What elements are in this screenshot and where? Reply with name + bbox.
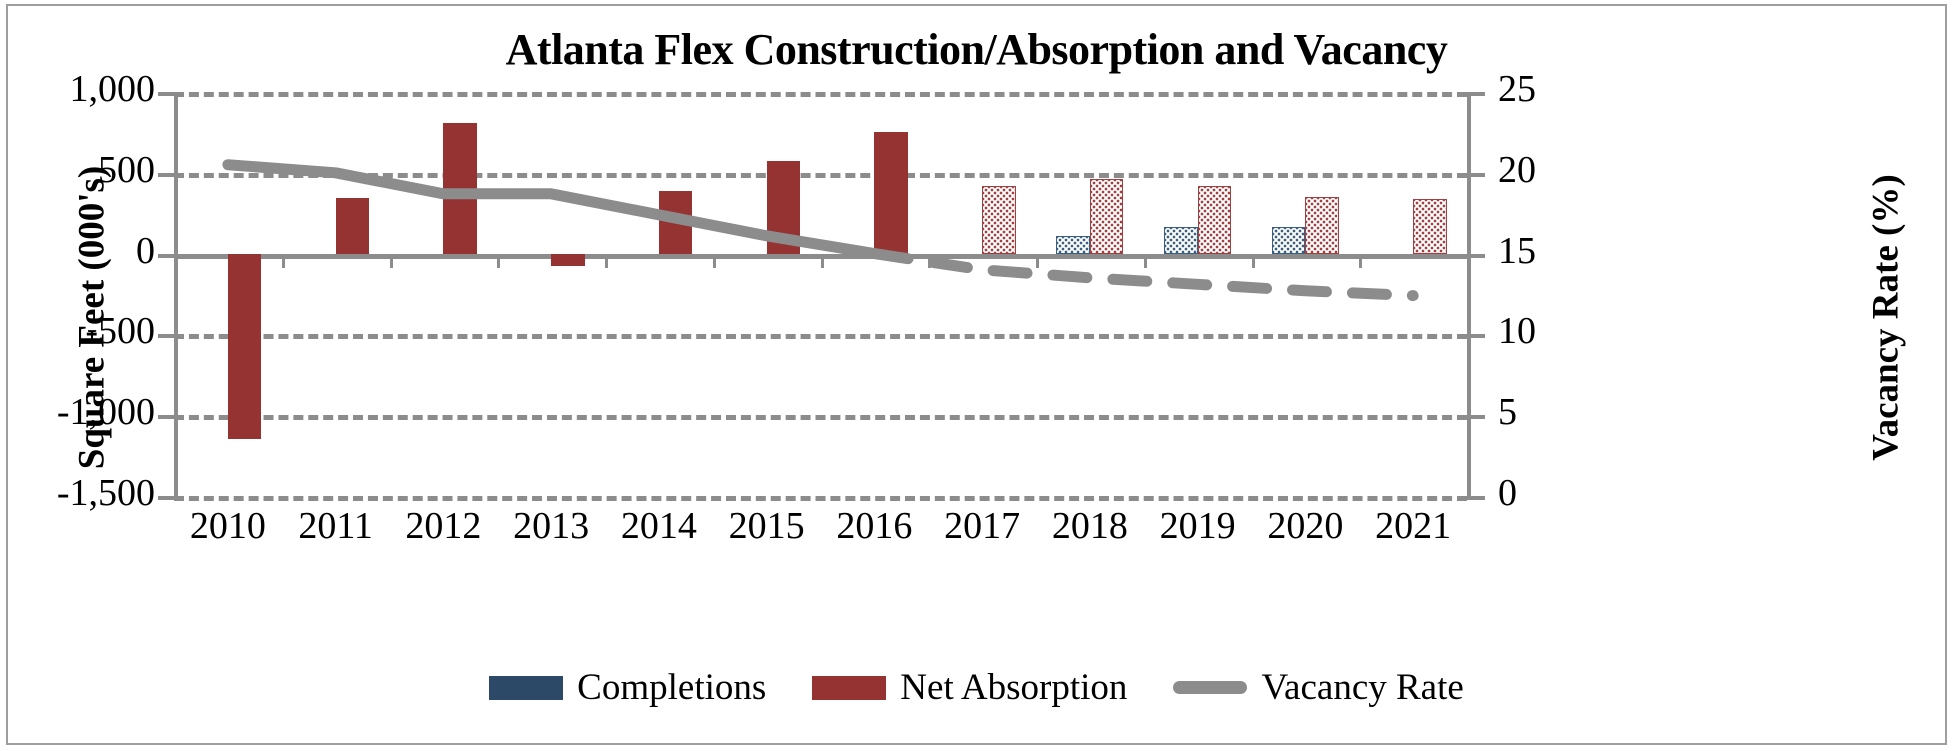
x-axis-ticklabel: 2014	[620, 505, 697, 547]
y-axis-left-ticklabel: 0	[136, 229, 155, 272]
x-axis-ticklabel: 2013	[513, 505, 590, 547]
y-axis-right-spine	[1467, 92, 1471, 496]
bar-completions-2019	[1164, 226, 1198, 254]
y-axis-left-ticklabel: 1,000	[69, 68, 156, 110]
bar-completions-2020	[1271, 226, 1306, 254]
bar-net-absorption-2015	[766, 161, 801, 254]
y-axis-left-ticklabel: -1,500	[56, 472, 155, 514]
bar-net-absorption-2017	[982, 185, 1016, 254]
legend-item-vacancy-rate[interactable]: Vacancy Rate	[1173, 666, 1464, 709]
legend-label: Net Absorption	[900, 667, 1128, 708]
x-axis-ticklabel: 2017	[944, 505, 1021, 547]
legend-label: Completions	[577, 667, 767, 708]
chart-legend: Completions Net Absorption Vacancy Rate	[8, 666, 1945, 709]
y-axis-right-tickmark	[1467, 415, 1485, 420]
x-axis-ticklabel: 2010	[189, 505, 266, 547]
y-axis-right-tickmark	[1467, 496, 1485, 500]
chart-frame: Atlanta Flex Construction/Absorption and…	[6, 4, 1947, 745]
x-axis-tickmark	[1251, 253, 1255, 268]
gridline	[174, 172, 1467, 178]
y-axis-left-tickmark	[158, 334, 176, 339]
legend-item-completions[interactable]: Completions	[489, 666, 766, 709]
y-axis-left-tickmark	[158, 172, 176, 177]
legend-swatch-icon	[489, 675, 564, 700]
y-axis-right-tickmark	[1467, 172, 1485, 177]
y-axis-left-ticklabel: -1,000	[56, 391, 155, 434]
bar-net-absorption-2016	[874, 132, 908, 254]
bar-net-absorption-2018	[1089, 179, 1124, 254]
gridline	[174, 415, 1467, 421]
x-axis-tickmark	[1036, 253, 1039, 268]
x-axis-tickmark	[1359, 253, 1363, 268]
gridline	[174, 496, 1467, 501]
bar-net-absorption-2011	[335, 197, 370, 254]
bar-net-absorption-2019	[1197, 185, 1232, 254]
bar-net-absorption-2012	[443, 122, 477, 254]
chart-title: Atlanta Flex Construction/Absorption and…	[505, 25, 1448, 74]
x-axis-ticklabel: 2016	[836, 505, 913, 547]
bar-net-absorption-2014	[658, 191, 693, 254]
bar-net-absorption-2020	[1305, 197, 1339, 254]
legend-swatch-icon	[812, 675, 887, 700]
bar-net-absorption-2013	[551, 253, 585, 266]
x-axis-ticklabel: 2015	[728, 505, 805, 547]
y-axis-right-tickmark	[1467, 253, 1485, 258]
y-axis-left-tickmark	[158, 92, 176, 96]
bar-net-absorption-2021	[1413, 198, 1447, 254]
x-axis-ticklabel: 2011	[298, 505, 373, 547]
y-axis-right-ticklabel: 0	[1498, 472, 1517, 514]
legend-label: Vacancy Rate	[1261, 667, 1464, 708]
y-axis-left-tickmark	[158, 496, 176, 500]
x-axis-tickmark	[605, 253, 608, 268]
gridline	[174, 334, 1467, 340]
x-axis-ticklabel: 2021	[1375, 505, 1452, 547]
x-axis-tickmark	[1143, 253, 1147, 268]
y-axis-right-ticklabel: 15	[1498, 229, 1536, 272]
y-axis-left-ticklabel: -500	[85, 310, 155, 353]
y-axis-right-tickmark	[1467, 92, 1485, 96]
legend-line-icon	[1173, 681, 1248, 694]
y-axis-right-title: Vacancy Rate (%)	[1865, 174, 1907, 461]
y-axis-right-ticklabel: 5	[1498, 391, 1517, 434]
y-axis-right-ticklabel: 25	[1498, 68, 1536, 110]
x-axis-tickmark	[389, 253, 393, 268]
y-axis-left-spine	[174, 92, 178, 496]
bar-completions-2018	[1056, 235, 1090, 254]
y-axis-left-tickmark	[158, 415, 176, 420]
y-axis-left-tickmark	[158, 253, 176, 258]
x-axis-tickmark	[712, 253, 716, 268]
x-axis-ticklabel: 2020	[1267, 505, 1344, 547]
gridline	[174, 92, 1467, 97]
y-axis-left-ticklabel: 500	[98, 148, 155, 191]
x-axis-tickmark	[928, 253, 932, 268]
legend-item-net-absorption[interactable]: Net Absorption	[812, 666, 1127, 709]
x-axis-ticklabel: 2018	[1051, 505, 1128, 547]
bar-net-absorption-2010	[227, 253, 262, 440]
plot-area	[174, 92, 1467, 501]
x-axis-tickmark	[497, 253, 501, 268]
y-axis-right-ticklabel: 20	[1498, 148, 1536, 191]
x-axis-ticklabel: 2019	[1159, 505, 1236, 547]
x-axis-tickmark	[281, 253, 285, 268]
x-axis-ticklabel: 2012	[405, 505, 482, 547]
y-axis-right-tickmark	[1467, 334, 1485, 339]
x-axis-tickmark	[820, 253, 824, 268]
y-axis-right-ticklabel: 10	[1498, 310, 1536, 353]
